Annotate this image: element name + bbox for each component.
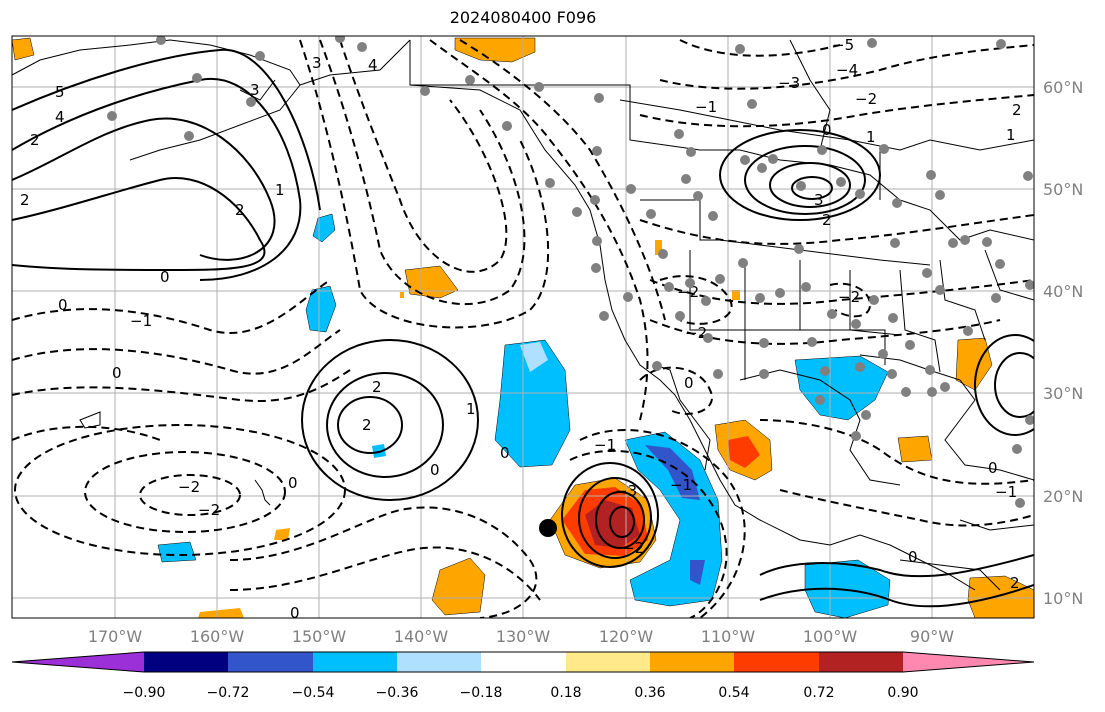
lon-label: 130°W — [496, 627, 551, 646]
colorbar-outline — [11, 651, 1035, 673]
contour-label: 4 — [55, 108, 65, 126]
contour-label: −3 — [778, 74, 800, 92]
contour-label: −4 — [836, 61, 858, 79]
colorbar-tick-label: −0.72 — [207, 685, 250, 701]
colorbar-tick-label: 0.90 — [887, 685, 918, 701]
contour-label: −2 — [198, 501, 220, 519]
contour-label: 3 — [312, 54, 322, 72]
contour-label: 5 — [55, 83, 65, 101]
contour-label: −2 — [677, 283, 699, 301]
contour-label: 0 — [290, 604, 300, 622]
contour-label: −2 — [685, 324, 707, 342]
contour-label: −5 — [832, 36, 854, 54]
lon-label: 110°W — [701, 627, 756, 646]
colorbar-block — [144, 652, 228, 672]
contour-label: 0 — [430, 461, 440, 479]
contour-label: 0 — [908, 548, 918, 566]
contour-label: 3 — [250, 81, 260, 99]
contour-label: 4 — [368, 56, 378, 74]
contour-label: 0 — [988, 459, 998, 477]
contour-label: −1 — [594, 436, 616, 454]
contour-label: 2 — [822, 211, 832, 229]
colorbar-tick-label: 0.36 — [634, 685, 665, 701]
contour-label: −1 — [695, 98, 717, 116]
station-dots — [107, 36, 1034, 508]
contour-label: 2 — [1010, 574, 1020, 592]
contour-label: 0 — [822, 121, 832, 139]
contour-label: 2 — [372, 378, 382, 396]
contour-label: 0 — [112, 364, 122, 382]
colorbar-tick-label: 0.18 — [550, 685, 581, 701]
colorbar-ticks: −0.90 −0.72 −0.54 −0.36 −0.18 0.18 0.36 … — [123, 685, 919, 701]
colorbar: −0.90 −0.72 −0.54 −0.36 −0.18 0.18 0.36 … — [11, 651, 1035, 701]
colorbar-blocks — [11, 651, 1035, 673]
contour-label: 2 — [1012, 101, 1022, 119]
contour-label: −2 — [622, 539, 644, 557]
contour-label: −2 — [838, 288, 860, 306]
lon-label: 160°W — [190, 627, 245, 646]
contour-label: 0 — [160, 268, 170, 286]
contour-label: 0 — [500, 444, 510, 462]
lon-label: 120°W — [599, 627, 654, 646]
contour-label: 0 — [288, 474, 298, 492]
contour-label: 2 — [30, 131, 40, 149]
colorbar-block — [228, 652, 313, 672]
colorbar-block — [734, 652, 819, 672]
contour-label: 2 — [20, 191, 30, 209]
contour-label: 2 — [362, 416, 372, 434]
colorbar-block — [566, 652, 650, 672]
colorbar-block — [397, 652, 481, 672]
lat-label: 40°N — [1043, 282, 1083, 301]
lat-label: 60°N — [1043, 78, 1083, 97]
colorbar-block — [481, 652, 566, 672]
contour-label: −1 — [995, 483, 1017, 501]
contour-label: −3 — [615, 482, 637, 500]
contour-label: −2 — [855, 90, 877, 108]
lon-label: 170°W — [88, 627, 143, 646]
colorbar-tick-label: 0.72 — [803, 685, 834, 701]
colorbar-block — [313, 652, 397, 672]
contour-label: 1 — [1006, 126, 1016, 144]
contour-label: 0 — [684, 374, 694, 392]
map-title: 2024080400 F096 — [449, 8, 597, 27]
colorbar-block — [819, 652, 903, 672]
lon-label: 90°W — [910, 627, 954, 646]
lon-label: 140°W — [394, 627, 449, 646]
contour-label: 1 — [466, 400, 476, 418]
lon-label: 100°W — [803, 627, 858, 646]
contour-label: 2 — [235, 201, 245, 219]
contour-label: 1 — [275, 181, 285, 199]
colorbar-block — [650, 652, 734, 672]
storm-center-marker — [539, 519, 557, 537]
map-frame — [11, 35, 1035, 619]
colorbar-tick-label: −0.54 — [292, 685, 335, 701]
longitude-labels: 170°W 160°W 150°W 140°W 130°W 120°W 110°… — [88, 627, 954, 646]
colorbar-tick-label: −0.90 — [123, 685, 166, 701]
colorbar-block — [903, 652, 1034, 672]
lat-label: 50°N — [1043, 180, 1083, 199]
colorbar-block — [12, 652, 144, 672]
lon-label: 150°W — [292, 627, 347, 646]
contour-label: 3 — [814, 191, 824, 209]
contour-label-group: 5 4 3 2 2 2 1 0 0 −1 0 −2 −2 2 2 1 0 0 −… — [20, 36, 1022, 622]
contour-label: −1 — [130, 312, 152, 330]
colorbar-tick-label: 0.54 — [718, 685, 749, 701]
contour-label: −1 — [670, 476, 692, 494]
contour-lines-dashed — [12, 39, 1034, 618]
latitude-labels: 60°N 50°N 40°N 30°N 20°N 10°N — [1043, 78, 1083, 608]
contour-label: 1 — [866, 128, 876, 146]
lat-label: 10°N — [1043, 589, 1083, 608]
colorbar-tick-label: −0.18 — [460, 685, 503, 701]
lat-label: 20°N — [1043, 487, 1083, 506]
lat-label: 30°N — [1043, 384, 1083, 403]
contour-lines — [12, 48, 1034, 608]
colorbar-tick-label: −0.36 — [376, 685, 419, 701]
contour-label: 0 — [58, 296, 68, 314]
contour-label: −2 — [178, 478, 200, 496]
